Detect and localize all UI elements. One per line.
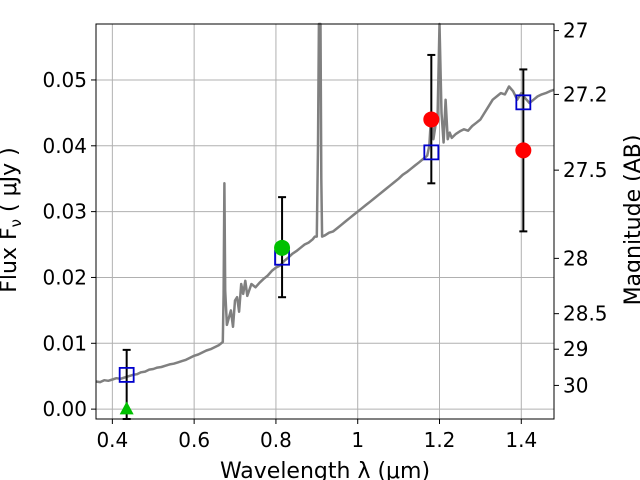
y-tick-label: 0.01 [42, 331, 87, 355]
y-axis-label-main: Flux F [0, 227, 22, 292]
y2-axis-label: Magnitude (AB) [621, 135, 640, 306]
model-point-box [118, 366, 135, 383]
spectrum-line [95, 22, 555, 384]
y2-tick-label: 30 [563, 373, 588, 397]
y-axis-ticks: 0.00 0.01 0.02 0.03 0.04 0.05 [42, 68, 96, 421]
y2-tick-label: 27.2 [563, 82, 608, 106]
observed-point-circle [515, 142, 532, 159]
observed-point-circle [423, 111, 440, 128]
x-tick-label: 0.8 [260, 428, 292, 452]
y2-tick-label: 28.5 [563, 302, 608, 326]
model-point-box [515, 94, 532, 111]
x-tick-label: 0.6 [178, 428, 210, 452]
x-tick-label: 0.4 [96, 428, 128, 452]
y2-tick-label: 27 [563, 19, 588, 43]
y-axis-label-unit: ( μJy ) [0, 147, 22, 219]
y-tick-label: 0.04 [42, 134, 87, 158]
plot-frame [95, 23, 555, 420]
observed-point-circle [274, 239, 291, 256]
y-tick-label: 0.05 [42, 68, 87, 92]
error-bars [122, 53, 528, 420]
grid-lines [96, 24, 554, 419]
x-tick-label: 1 [351, 428, 364, 452]
y2-tick-label: 28 [563, 246, 588, 270]
observed-points [119, 111, 532, 415]
model-point-box [423, 144, 440, 161]
y-axis-label-sub: ν [7, 219, 25, 227]
y2-tick-label: 27.5 [563, 158, 608, 182]
x-tick-label: 1.4 [505, 428, 537, 452]
y-tick-label: 0.00 [42, 397, 87, 421]
x-tick-label: 1.2 [424, 428, 456, 452]
model-boxes [118, 94, 532, 383]
spectrum [95, 22, 555, 384]
x-axis-label: Wavelength λ (μm) [220, 459, 430, 480]
y-tick-label: 0.03 [42, 200, 87, 224]
y-tick-label: 0.02 [42, 265, 87, 289]
y2-axis-ticks: 27 27.2 27.5 28 28.5 29 30 [554, 19, 608, 397]
x-axis-ticks: 0.4 0.6 0.8 1 1.2 1.4 [96, 419, 537, 452]
observed-point-triangle [119, 401, 134, 415]
y2-tick-label: 29 [563, 337, 588, 361]
y-axis-label: Flux Fν ( μJy ) [0, 147, 25, 292]
